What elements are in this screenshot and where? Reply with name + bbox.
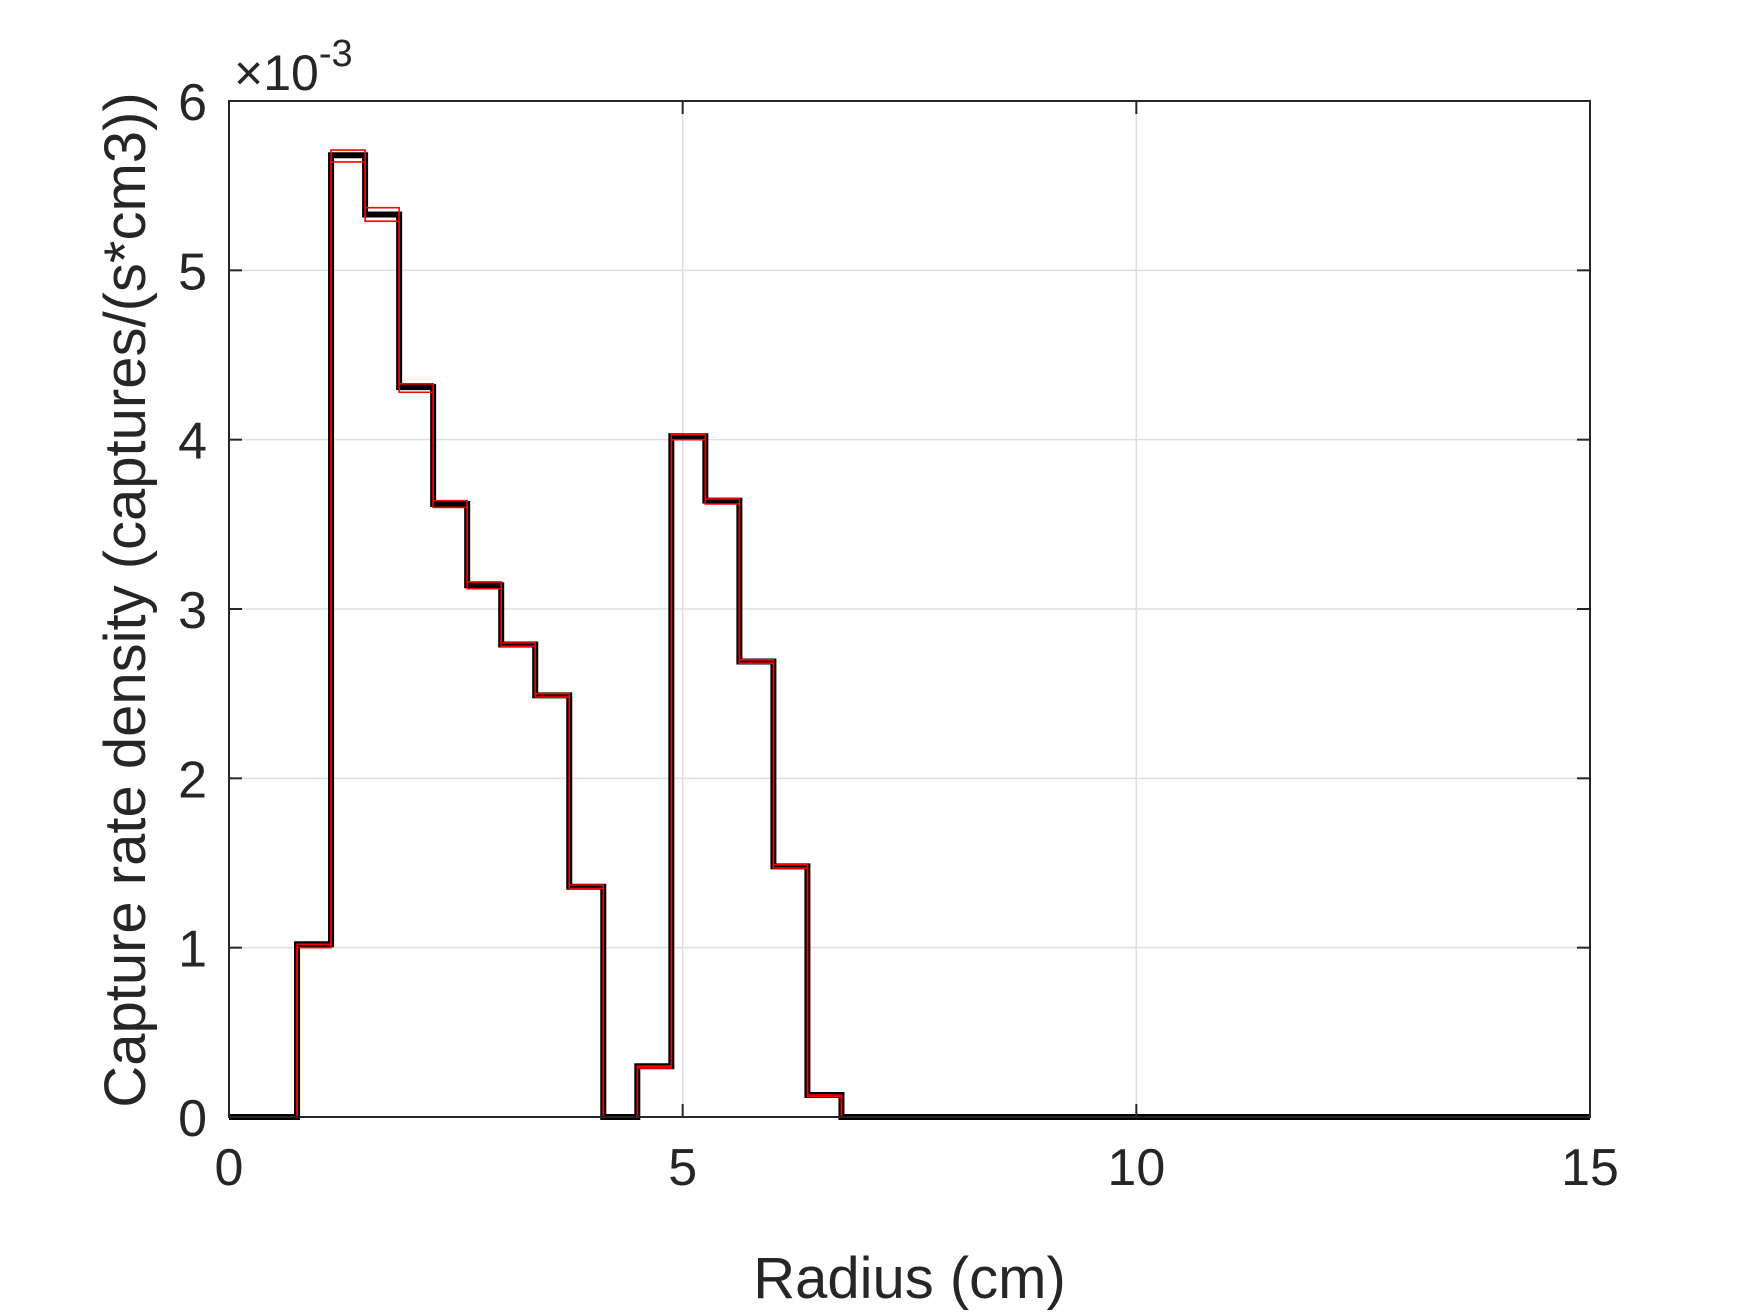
y-tick-label: 6 (178, 74, 207, 132)
y-exponent-power: -3 (319, 33, 353, 75)
y-exponent-label: ×10-3 (234, 33, 353, 101)
grid-lines (229, 101, 1590, 1117)
x-tick-label: 15 (1561, 1139, 1619, 1197)
x-tick-label: 10 (1107, 1139, 1165, 1197)
x-axis-title: Radius (cm) (753, 1246, 1066, 1311)
y-tick-label: 0 (178, 1090, 207, 1148)
y-axis-title: Capture rate density (captures/(s*cm3)) (93, 92, 158, 1107)
series-group (229, 149, 1590, 1120)
y-tick-label: 2 (178, 751, 207, 809)
y-tick-label: 3 (178, 582, 207, 640)
y-tick-label: 4 (178, 413, 207, 471)
x-tick-label: 5 (668, 1139, 697, 1197)
x-tick-label: 0 (215, 1139, 244, 1197)
y-tick-label: 5 (178, 243, 207, 301)
y-exponent-base: ×10 (234, 45, 319, 101)
series-line-red (229, 161, 1590, 1118)
ticks: 0 5 10 15 0 1 2 3 4 5 6 (178, 74, 1619, 1197)
y-tick-label: 1 (178, 921, 207, 979)
